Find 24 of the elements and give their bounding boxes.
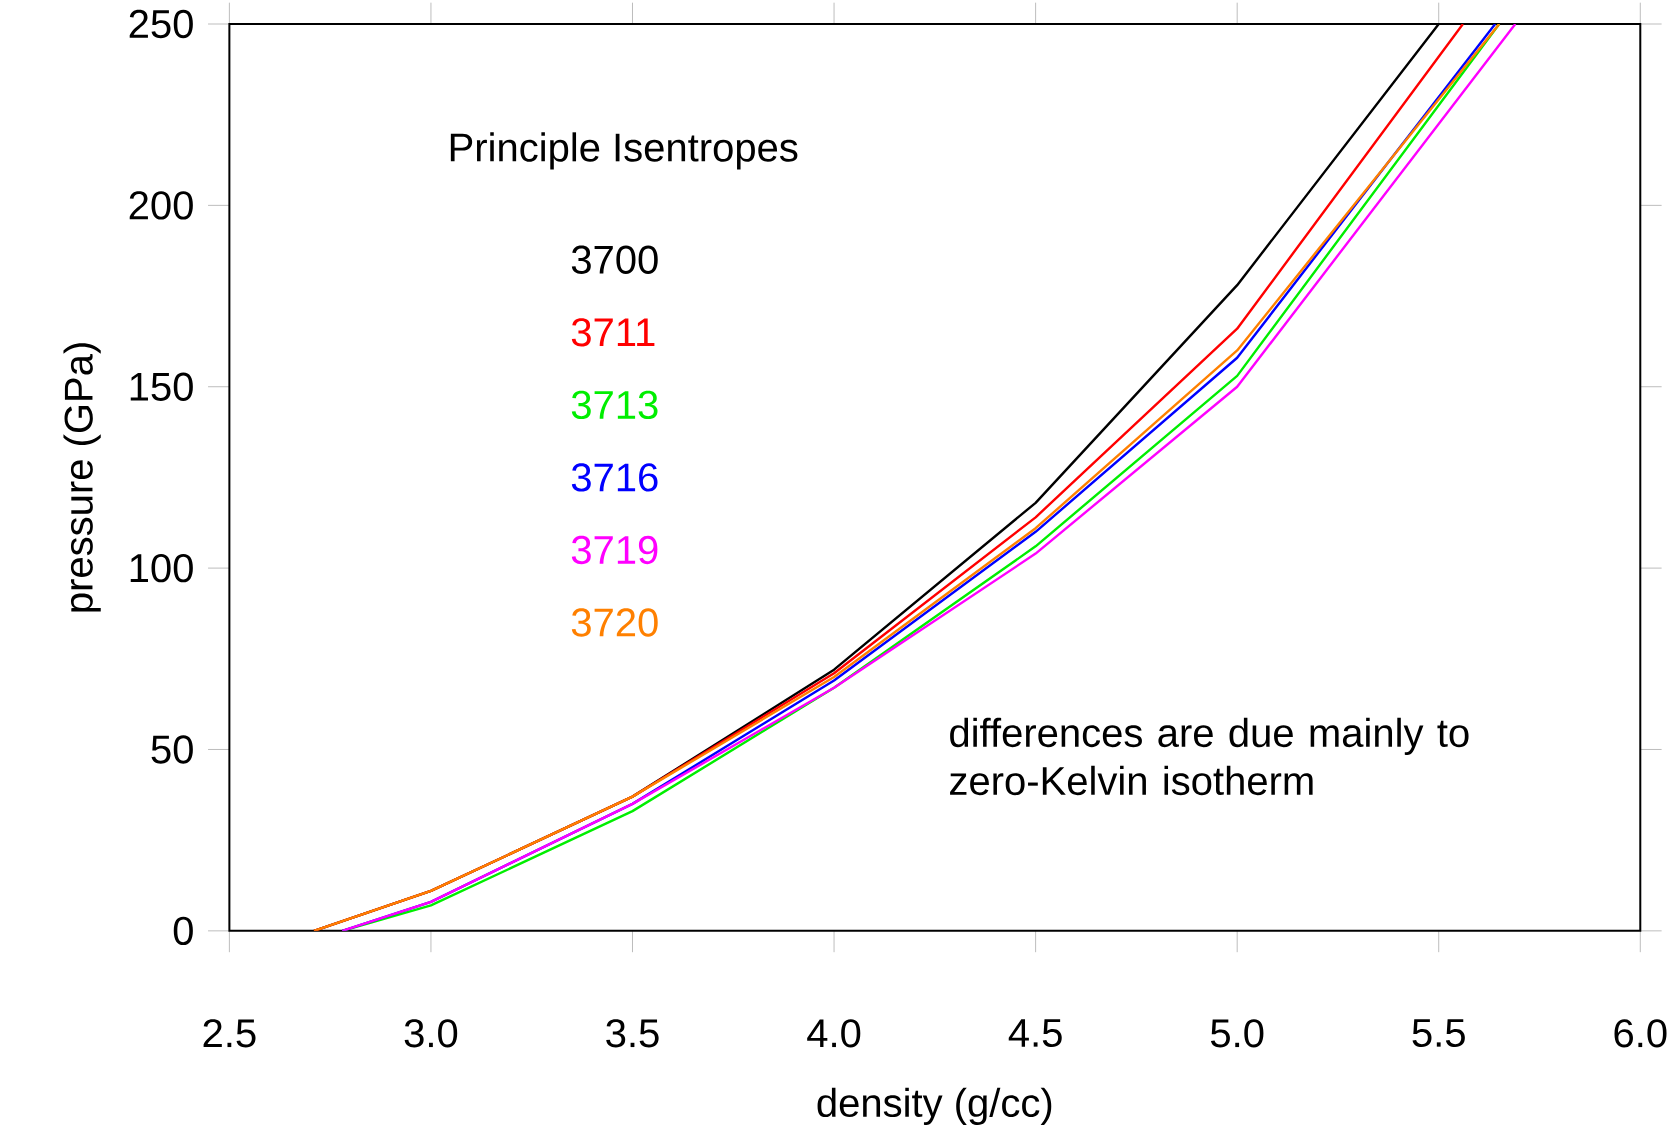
y-tick-label: 0	[173, 916, 193, 945]
x-tick-label: 3.0	[404, 1019, 458, 1048]
text: 3716	[571, 463, 658, 492]
y-tick-label: 250	[129, 9, 193, 39]
y-tick-label: 150	[130, 372, 193, 401]
annotation: differences are due mainly to zero-Kelvin isotherm	[950, 717, 1469, 796]
x-tick-label: 4.0	[807, 1019, 861, 1048]
text: 3700	[571, 245, 658, 274]
text: 3719	[571, 535, 658, 565]
x-tick-label: 5.0	[1210, 1019, 1264, 1048]
text: 3720	[571, 608, 658, 637]
text: 3711	[571, 318, 655, 347]
x-tick-label: 5.5	[1412, 1019, 1465, 1047]
y-axis-title: pressure (GPa)	[63, 343, 101, 612]
x-tick-label: 6.0	[1614, 1019, 1667, 1048]
text: 3713	[571, 390, 658, 419]
x-tick-label: 4.5	[1008, 1019, 1062, 1047]
y-tick-label: 200	[129, 191, 193, 220]
y-tick-label: 50	[151, 735, 193, 764]
x-tick-label: 3.5	[606, 1019, 659, 1048]
x-axis-title: density (g/cc)	[817, 1087, 1052, 1125]
x-tick-label: 2.5	[203, 1019, 256, 1048]
legend-title: Principle Isentropes	[450, 132, 798, 170]
y-tick-label: 100	[130, 553, 193, 583]
